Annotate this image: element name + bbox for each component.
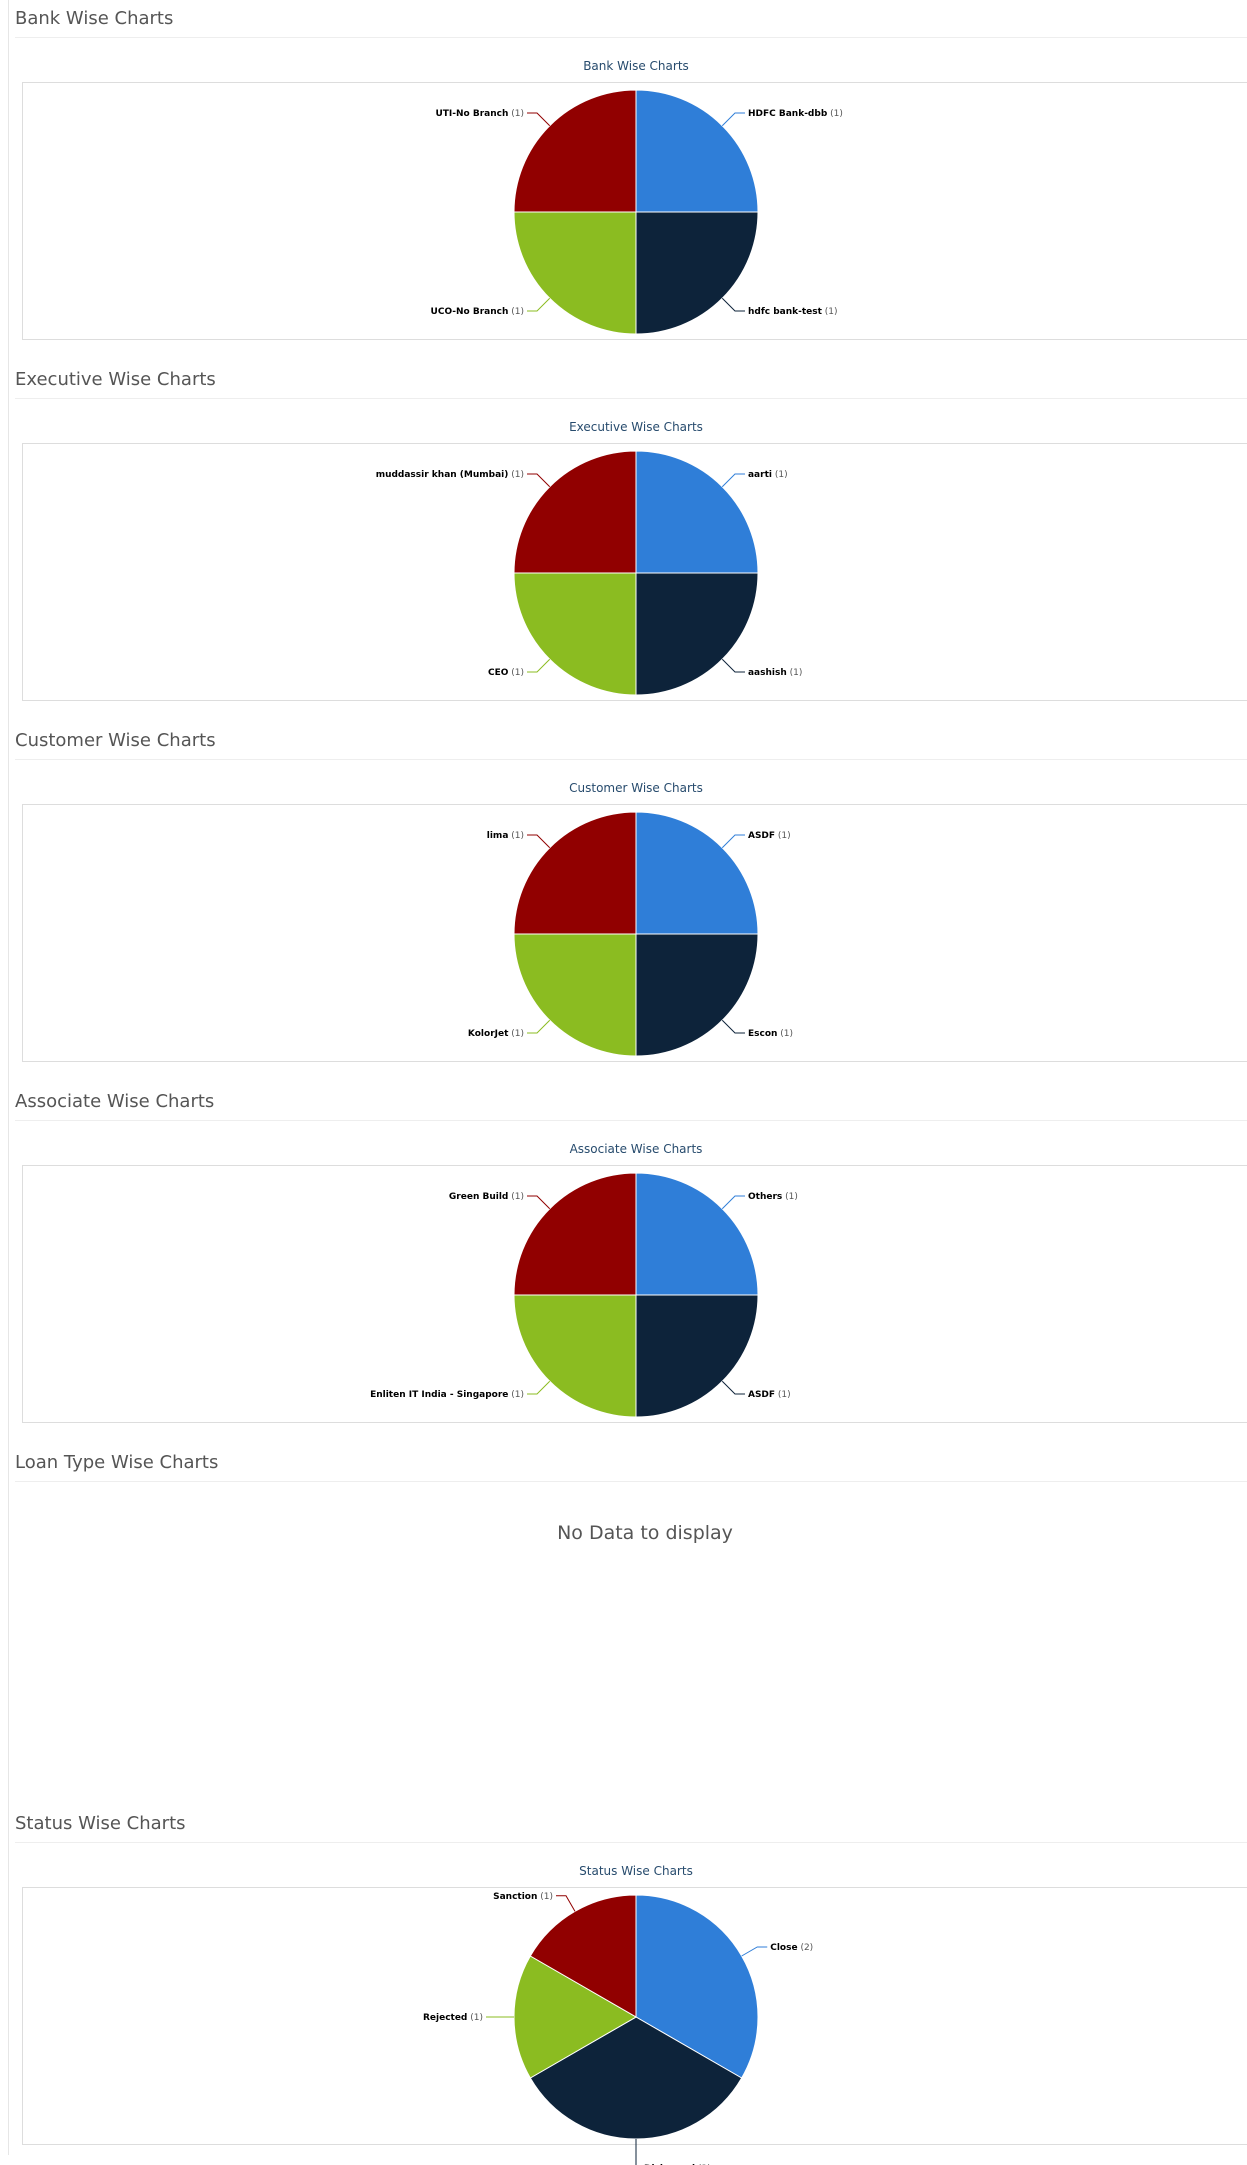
section-heading: Associate Wise Charts	[15, 1091, 215, 1112]
pie-slice-uti-no-branch[interactable]	[513, 89, 637, 213]
pie-chart-bank-wise: Bank Wise Charts HDFC Bank-dbb (1) hdfc ba…	[431, 59, 843, 335]
pie-slice-asdf[interactable]	[635, 811, 759, 935]
connector-line	[721, 1380, 745, 1395]
chart-container	[22, 1165, 1247, 1423]
pie-slice-hdfc-bank-test[interactable]	[635, 211, 759, 335]
connector-line	[721, 834, 745, 849]
slice-label-ceo: CEO (1)	[488, 668, 524, 678]
section-divider	[15, 1120, 1247, 1121]
pie-slice-lima[interactable]	[513, 811, 637, 935]
section-status-wise: Status Wise Charts Status Wise Charts Clo…	[0, 1805, 1247, 2165]
pie-slice-escon[interactable]	[635, 933, 759, 1057]
connector-line	[741, 1946, 768, 1957]
slice-label-kolorjet: KolorJet (1)	[468, 1029, 524, 1039]
section-heading: Loan Type Wise Charts	[15, 1452, 219, 1473]
connector-line	[721, 112, 745, 127]
slice-label-close: Close (2)	[770, 1943, 813, 1953]
no-data-message: No Data to display	[557, 1522, 733, 1544]
slice-label-green-build: Green Build (1)	[449, 1192, 524, 1202]
pie-chart-executive-wise: Executive Wise Charts aarti (1) aashish (1…	[376, 420, 802, 696]
slice-label-lima: lima (1)	[487, 831, 524, 841]
connector-line	[721, 1195, 745, 1210]
chart-container	[22, 804, 1247, 1062]
section-customer-wise: Customer Wise Charts Customer Wise Chart…	[0, 722, 1247, 1082]
slice-label-uti-no-branch: UTI-No Branch (1)	[435, 109, 524, 119]
slice-label-sanction: Sanction (1)	[493, 1892, 553, 1902]
pie-slice-kolorjet[interactable]	[513, 933, 637, 1057]
section-associate-wise: Associate Wise Charts Associate Wise Cha…	[0, 1083, 1247, 1443]
section-heading: Executive Wise Charts	[15, 369, 216, 390]
connector-line	[527, 1380, 551, 1395]
slice-label-asdf: ASDF (1)	[748, 1390, 791, 1400]
pie-slice-aarti[interactable]	[635, 450, 759, 574]
pie-slice-hdfc-bank-dbb[interactable]	[635, 89, 759, 213]
pie-chart-customer-wise: Customer Wise Charts ASDF (1) Escon (1) Kol…	[468, 781, 793, 1057]
section-executive-wise: Executive Wise Charts Executive Wise Cha…	[0, 361, 1247, 721]
chart-container	[22, 443, 1247, 701]
connector-line	[527, 112, 551, 127]
slice-label-asdf: ASDF (1)	[748, 831, 791, 841]
connector-line	[721, 1019, 745, 1034]
section-divider	[15, 37, 1247, 38]
slice-label-muddassir-khan-mumbai: muddassir khan (Mumbai) (1)	[376, 470, 524, 480]
chart-title: Customer Wise Charts	[569, 781, 703, 795]
chart-container	[22, 82, 1247, 340]
slice-label-hdfc-bank-dbb: HDFC Bank-dbb (1)	[748, 109, 843, 119]
pie-slice-ceo[interactable]	[513, 572, 637, 696]
pie-slice-muddassir-khan-mumbai[interactable]	[513, 450, 637, 574]
slice-label-aarti: aarti (1)	[748, 470, 788, 480]
section-heading: Bank Wise Charts	[15, 8, 174, 29]
section-heading: Status Wise Charts	[15, 1813, 186, 1834]
slice-label-rejected: Rejected (1)	[423, 2013, 483, 2023]
slice-label-aashish: aashish (1)	[748, 668, 802, 678]
section-loan-type-wise: Loan Type Wise Charts	[0, 1444, 1247, 1804]
chart-title: Executive Wise Charts	[569, 420, 703, 434]
connector-line	[721, 658, 745, 673]
slice-label-uco-no-branch: UCO-No Branch (1)	[431, 307, 524, 317]
pie-slice-aashish[interactable]	[635, 572, 759, 696]
pie-slice-asdf[interactable]	[635, 1294, 759, 1418]
slice-label-others: Others (1)	[748, 1192, 798, 1202]
section-divider	[15, 1842, 1247, 1843]
section-divider	[15, 1481, 1247, 1482]
page-left-border	[8, 0, 9, 2155]
pie-chart-associate-wise: Associate Wise Charts Others (1) ASDF (1) E…	[370, 1142, 798, 1418]
connector-line	[527, 658, 551, 673]
connector-line	[721, 473, 745, 488]
connector-line	[527, 297, 551, 312]
connector-line	[556, 1895, 576, 1912]
chart-container	[22, 1887, 1247, 2145]
chart-title: Status Wise Charts	[579, 1864, 693, 1878]
connector-line	[527, 473, 551, 488]
section-bank-wise: Bank Wise Charts Bank Wise Charts HDFC Ba…	[0, 0, 1247, 360]
section-divider	[15, 759, 1247, 760]
pie-slice-uco-no-branch[interactable]	[513, 211, 637, 335]
connector-line	[721, 297, 745, 312]
connector-line	[527, 1019, 551, 1034]
pie-slice-sanction[interactable]	[529, 1894, 637, 2018]
connector-line	[527, 834, 551, 849]
slice-label-escon: Escon (1)	[748, 1029, 793, 1039]
section-heading: Customer Wise Charts	[15, 730, 216, 751]
slice-label-hdfc-bank-test: hdfc bank-test (1)	[748, 307, 838, 317]
section-divider	[15, 398, 1247, 399]
pie-slice-green-build[interactable]	[513, 1172, 637, 1296]
pie-slice-close[interactable]	[635, 1894, 759, 2079]
pie-slice-enliten-it-india-singapore[interactable]	[513, 1294, 637, 1418]
chart-title: Associate Wise Charts	[570, 1142, 703, 1156]
chart-title: Bank Wise Charts	[583, 59, 689, 73]
slice-label-enliten-it-india-singapore: Enliten IT India - Singapore (1)	[370, 1390, 524, 1400]
pie-slice-others[interactable]	[635, 1172, 759, 1296]
connector-line	[527, 1195, 551, 1210]
